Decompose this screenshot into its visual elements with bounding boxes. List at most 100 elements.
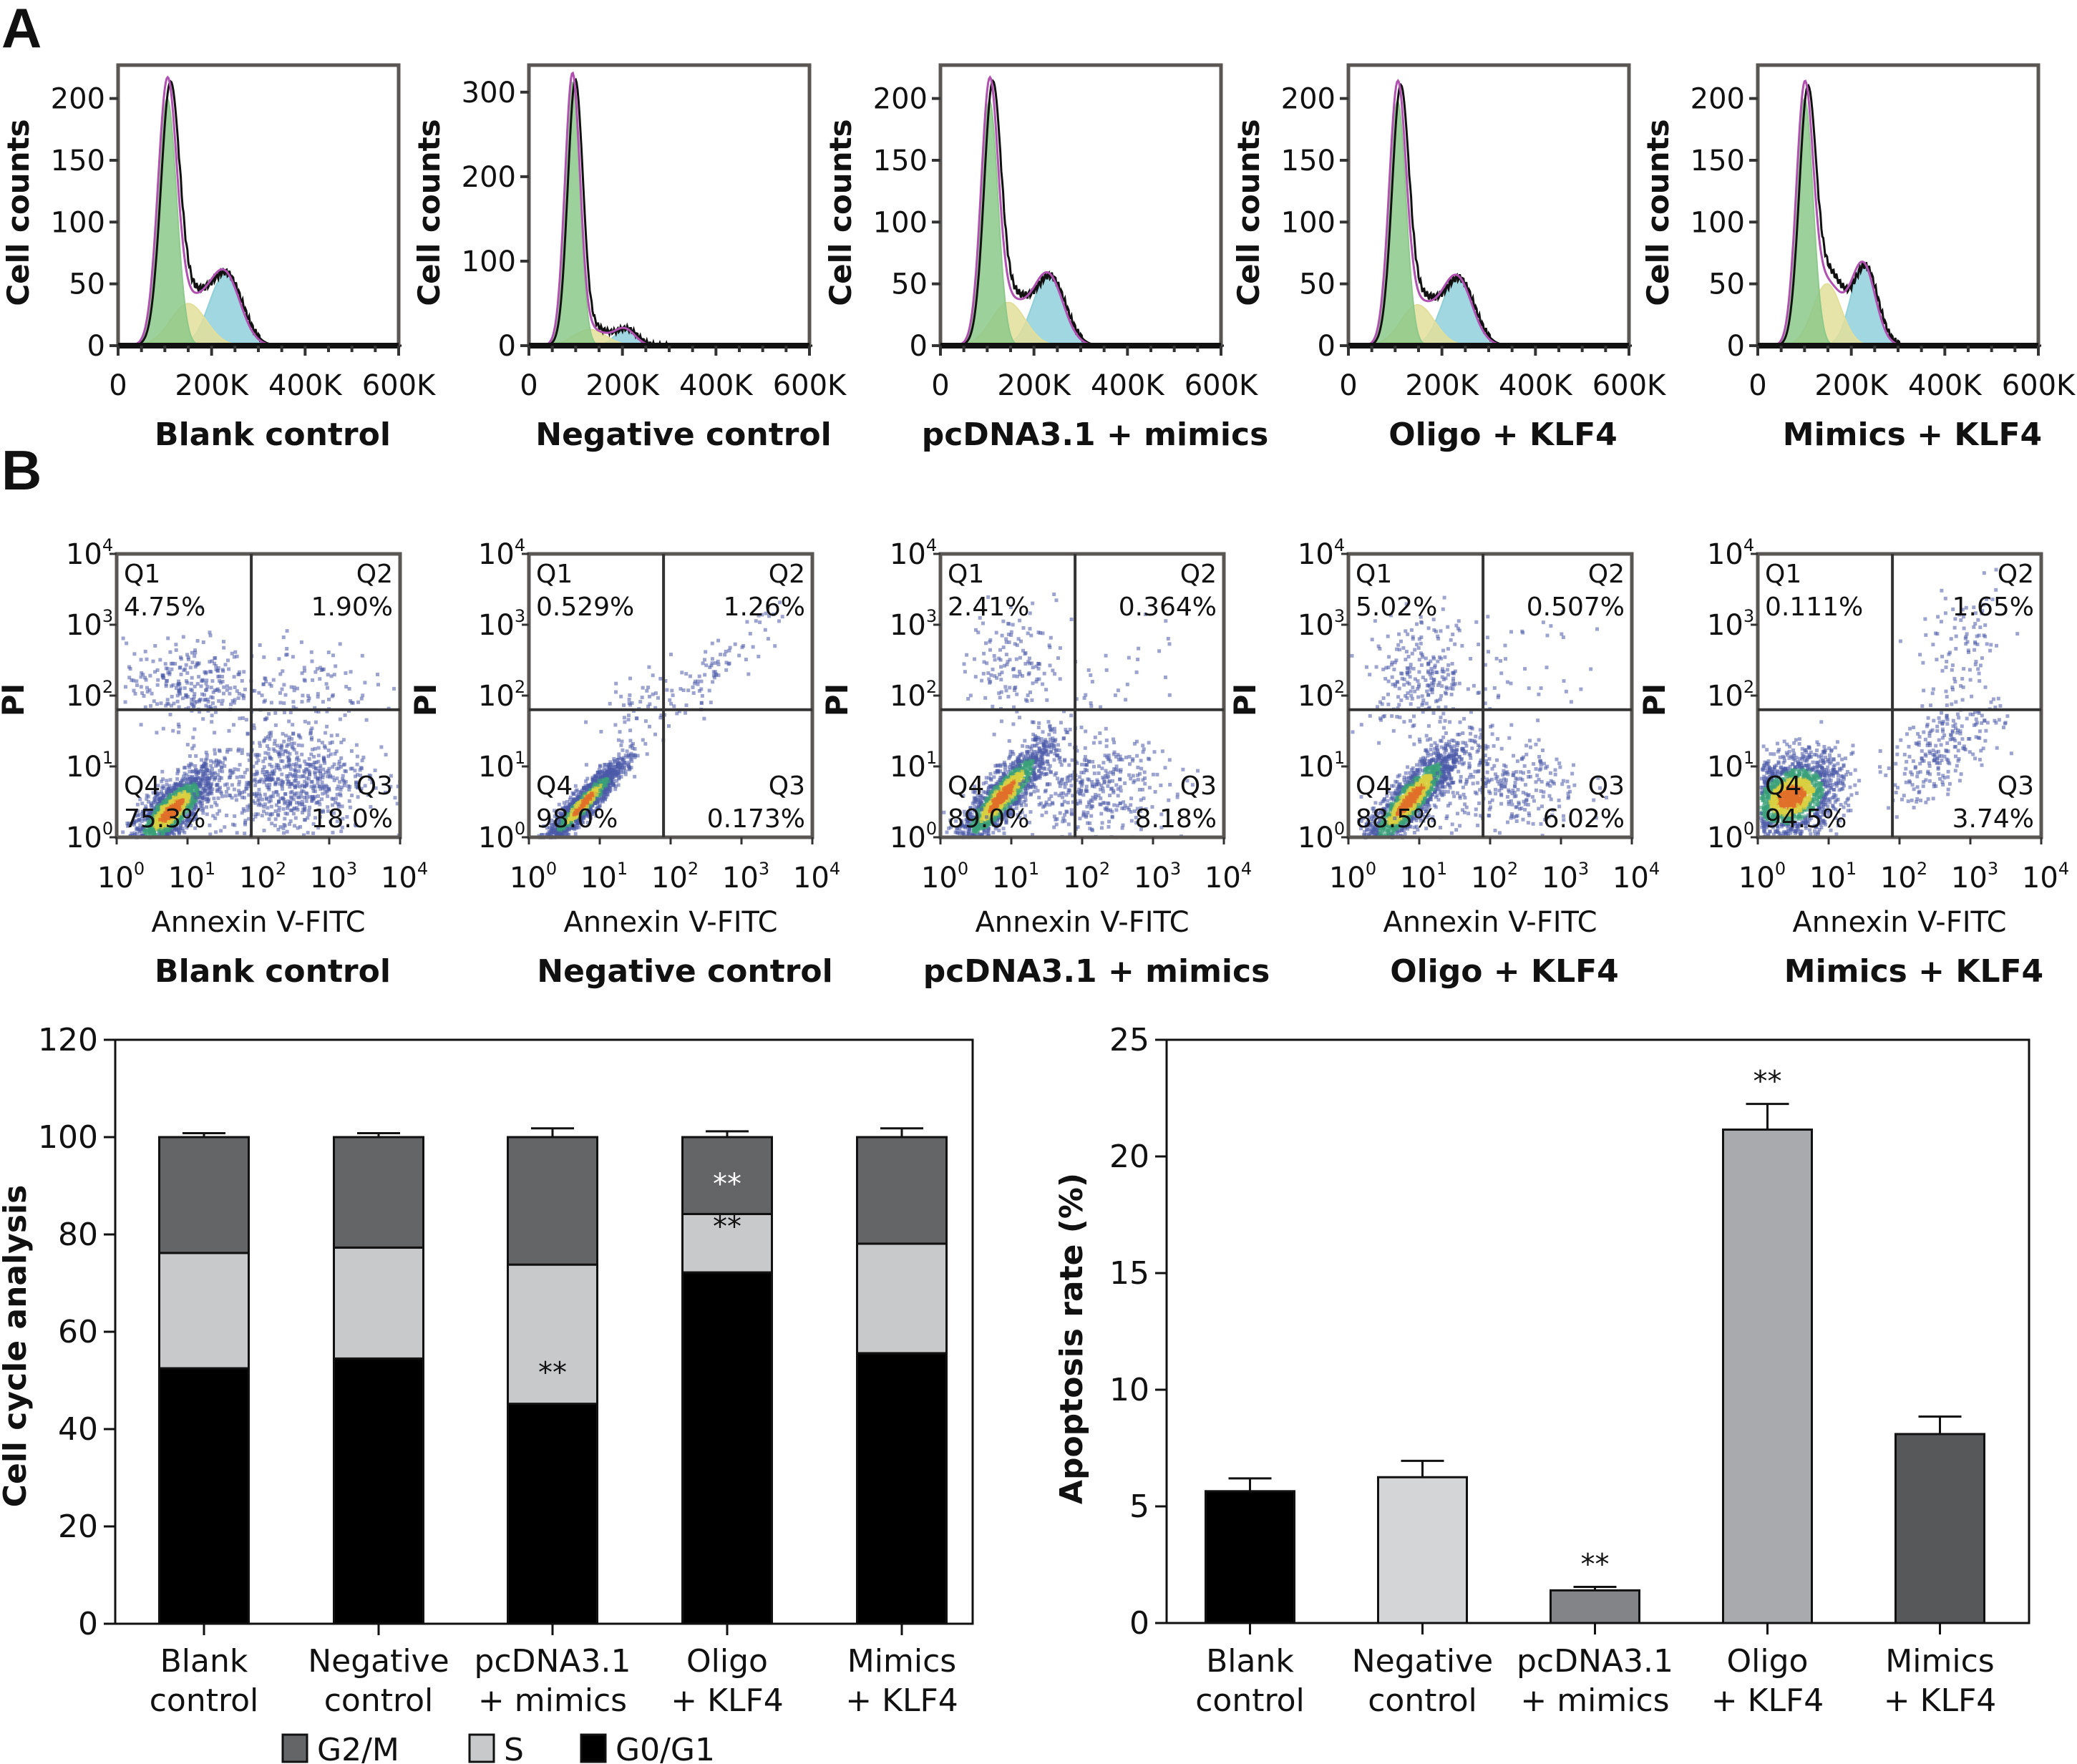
event-dot [155, 832, 159, 837]
event-dot [636, 754, 640, 758]
event-dot [349, 670, 353, 674]
event-dot [165, 791, 168, 795]
event-dot [208, 771, 213, 775]
event-dot [316, 754, 321, 758]
event-dot [245, 732, 250, 736]
event-dot [233, 814, 237, 818]
event-dot [175, 771, 180, 776]
event-dot [228, 794, 233, 798]
event-dot [230, 771, 234, 775]
event-dot [208, 823, 212, 827]
event-dot [194, 787, 198, 791]
event-dot [646, 704, 651, 708]
event-dot [240, 716, 245, 720]
event-dot [198, 799, 203, 804]
event-dot [989, 776, 993, 781]
event-dot [223, 764, 227, 768]
event-dot [218, 769, 222, 773]
event-dot [691, 691, 696, 695]
event-dot [198, 782, 203, 786]
event-dot [723, 653, 727, 657]
event-dot [145, 796, 149, 801]
event-dot [190, 650, 194, 655]
event-dot [640, 696, 644, 700]
event-dot [227, 728, 231, 733]
event-dot [210, 679, 215, 683]
y-tick-label: 103 [66, 606, 113, 642]
event-dot [288, 711, 293, 715]
event-dot [625, 749, 629, 754]
event-dot [277, 809, 281, 812]
event-dot [310, 736, 313, 740]
event-dot [360, 653, 364, 658]
event-dot [185, 671, 190, 675]
event-dot [163, 662, 167, 666]
event-dot [296, 808, 300, 812]
event-dot [165, 701, 170, 706]
event-dot [178, 692, 183, 696]
event-dot [240, 795, 244, 799]
event-dot [689, 674, 692, 678]
event-dot [192, 807, 196, 812]
event-dot [157, 791, 161, 796]
x-axis-label: Annexin V-FITC [563, 906, 777, 939]
event-dot [665, 688, 669, 692]
event-dot [183, 766, 188, 770]
event-dot [125, 641, 129, 645]
event-dot [159, 701, 163, 706]
event-dot [298, 774, 302, 779]
event-dot [177, 688, 182, 692]
event-dot [140, 812, 145, 816]
event-dot [346, 784, 351, 788]
event-dot [132, 823, 136, 827]
event-dot [766, 637, 770, 641]
x-tick-label: 100 [510, 859, 557, 895]
event-dot [124, 685, 127, 689]
event-dot [185, 784, 189, 788]
event-dot [160, 769, 165, 774]
event-dot [338, 642, 342, 646]
event-dot [185, 812, 190, 817]
x-tick-label: 200K [585, 369, 660, 402]
event-dot [633, 747, 637, 751]
event-dot [613, 723, 618, 727]
event-dot [215, 782, 220, 786]
event-dot [183, 771, 187, 776]
event-dot [288, 801, 292, 805]
event-dot [324, 791, 328, 795]
event-dot [291, 732, 296, 736]
event-dot [217, 748, 221, 752]
event-dot [195, 796, 200, 800]
event-dot [261, 682, 266, 686]
event-dot [286, 764, 291, 769]
event-dot [145, 794, 149, 797]
event-dot [281, 752, 286, 756]
event-dot [155, 789, 159, 793]
event-dot [179, 657, 183, 661]
event-dot [684, 672, 689, 676]
x-tick-label: 102 [239, 859, 286, 895]
event-dot [308, 762, 311, 766]
event-dot [187, 764, 191, 767]
event-dot [336, 766, 341, 770]
x-tick-label: 101 [168, 859, 215, 895]
event-dot [225, 790, 228, 794]
event-dot [165, 783, 169, 786]
event-dot [156, 678, 160, 682]
event-dot [171, 786, 175, 790]
event-dot [169, 703, 173, 708]
event-dot [185, 799, 190, 804]
event-dot [270, 822, 274, 826]
event-dot [140, 819, 144, 824]
event-dot [273, 824, 277, 828]
event-dot [384, 753, 388, 757]
event-dot [233, 698, 237, 702]
event-dot [262, 739, 266, 744]
event-dot [236, 749, 240, 753]
event-dot [288, 795, 293, 799]
x-tick-label: 0 [1748, 369, 1766, 402]
event-dot [170, 667, 174, 671]
event-dot [205, 685, 210, 689]
event-dot [229, 702, 233, 706]
y-tick-label: 104 [66, 535, 113, 571]
